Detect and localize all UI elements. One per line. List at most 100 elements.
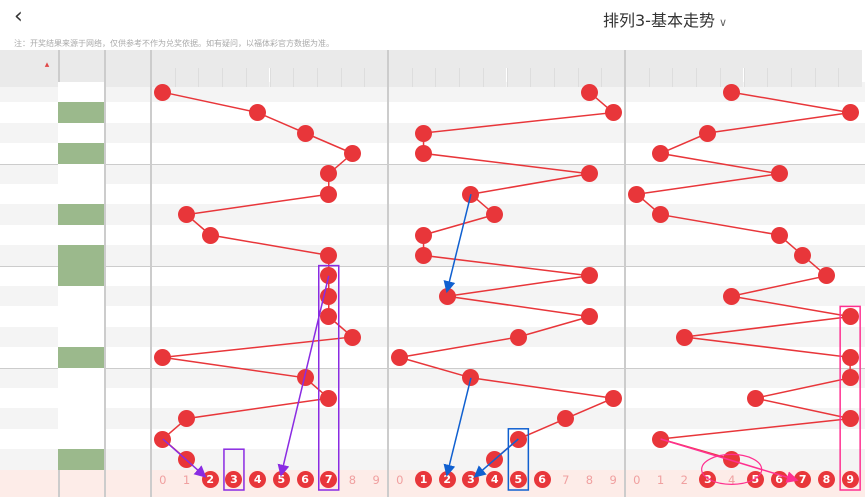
header-digit	[696, 68, 720, 87]
draw-ball	[841, 410, 859, 428]
arrow	[473, 438, 519, 478]
table-row	[0, 245, 865, 266]
column-divider	[104, 50, 106, 497]
pick-digit[interactable]: 8	[585, 472, 594, 487]
pick-ball[interactable]: 6	[296, 471, 314, 489]
number-cell	[58, 326, 104, 348]
table-row	[0, 306, 865, 327]
header-digit	[648, 68, 673, 87]
header-digit	[364, 68, 388, 87]
draw-ball	[580, 308, 598, 326]
header-digit	[553, 68, 578, 87]
draw-ball	[628, 185, 646, 203]
arrow	[443, 377, 472, 477]
draw-ball	[723, 287, 741, 305]
pick-ball[interactable]: 7	[320, 471, 338, 489]
chevron-left-icon[interactable]: ‹	[14, 4, 23, 29]
header-digit	[245, 68, 270, 87]
number-cell	[58, 82, 104, 103]
pick-ball[interactable]: 6	[533, 471, 551, 489]
header-group-1	[388, 50, 625, 68]
header-digit	[198, 68, 223, 87]
pick-ball[interactable]: 1	[415, 471, 433, 489]
annotations	[162, 194, 861, 491]
table-row	[0, 102, 865, 123]
header-digit	[269, 68, 294, 87]
draw-ball	[652, 430, 670, 448]
pick-digit[interactable]: 4	[727, 472, 736, 487]
number-cell	[58, 204, 104, 225]
draw-ball	[580, 267, 598, 285]
pick-ball[interactable]: 8	[817, 471, 835, 489]
number-cell	[58, 265, 104, 286]
arrow	[660, 438, 799, 483]
draw-ball	[249, 104, 267, 122]
header-number	[58, 50, 104, 87]
header-digit	[316, 68, 341, 87]
draw-ball	[296, 124, 314, 142]
pick-ball[interactable]: 3	[225, 471, 243, 489]
draw-ball	[462, 185, 480, 203]
page-title: 排列3-基本走势	[603, 11, 715, 30]
pick-ball[interactable]: 4	[249, 471, 267, 489]
number-cell	[58, 224, 104, 246]
pick-digit[interactable]: 0	[159, 472, 167, 487]
draw-ball	[841, 369, 859, 387]
draw-ball	[794, 246, 812, 264]
draw-ball	[604, 104, 622, 122]
table-row	[0, 143, 865, 164]
draw-ball	[178, 206, 196, 224]
draw-ball	[320, 185, 338, 203]
draw-ball	[580, 83, 598, 101]
header-digit	[293, 68, 317, 87]
header-digit	[743, 68, 768, 87]
draw-ball	[557, 410, 575, 428]
pick-digit[interactable]: 9	[609, 472, 617, 487]
number-cell	[58, 286, 104, 307]
highlight-box	[318, 264, 340, 491]
pick-digit[interactable]: 9	[372, 472, 380, 487]
pick-digit[interactable]: 2	[680, 472, 688, 487]
header-digit	[767, 68, 791, 87]
draw-ball	[415, 246, 433, 264]
header-digit	[719, 68, 744, 87]
number-cell	[58, 184, 104, 205]
draw-ball	[746, 389, 764, 407]
arrow	[443, 194, 472, 294]
disclaimer-note: 注：开奖结果来源于网络，仅供参考不作为兑奖依据。如有疑问，以福体彩官方数据为准。	[14, 39, 334, 48]
pick-ball[interactable]: 5	[509, 471, 527, 489]
draw-ball	[343, 144, 361, 162]
header-group-2	[625, 50, 862, 68]
page-title-dropdown[interactable]: 排列3-基本走势 ∨	[603, 7, 727, 31]
header-digit	[482, 68, 507, 87]
draw-ball	[320, 389, 338, 407]
pick-digit[interactable]: 0	[396, 472, 404, 487]
draw-ball	[320, 267, 338, 285]
header-digit	[174, 68, 199, 87]
draw-ball	[178, 410, 196, 428]
pick-digit[interactable]: 1	[182, 472, 191, 487]
draw-ball	[415, 226, 433, 244]
table-row	[0, 367, 865, 388]
draw-ball	[391, 348, 409, 366]
table-row	[0, 184, 865, 205]
header-digit	[577, 68, 602, 87]
header-digit	[814, 68, 839, 87]
pick-ball[interactable]: 9	[841, 471, 859, 489]
arrow	[162, 438, 207, 478]
pick-digit[interactable]: 1	[656, 472, 665, 487]
pick-digit[interactable]: 0	[633, 472, 641, 487]
draw-ball	[486, 206, 504, 224]
draw-ball	[201, 226, 219, 244]
number-cell	[58, 408, 104, 429]
draw-ball	[343, 328, 361, 346]
header-digit	[506, 68, 531, 87]
table-row	[0, 122, 865, 144]
draw-ball	[723, 83, 741, 101]
table-row	[0, 286, 865, 307]
pick-digit[interactable]: 7	[562, 472, 570, 487]
draw-ball	[770, 165, 788, 183]
pick-digit[interactable]: 8	[348, 472, 357, 487]
pick-ball[interactable]: 4	[486, 471, 504, 489]
header-group-0	[151, 50, 388, 68]
